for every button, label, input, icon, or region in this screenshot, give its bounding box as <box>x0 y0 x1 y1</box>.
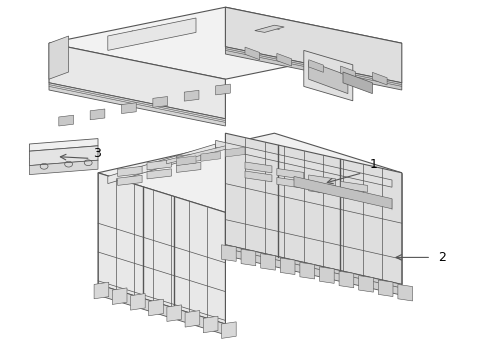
Polygon shape <box>245 162 272 173</box>
Polygon shape <box>167 146 225 164</box>
Polygon shape <box>378 280 393 297</box>
Text: 2: 2 <box>439 251 446 264</box>
Polygon shape <box>49 43 225 119</box>
Polygon shape <box>341 190 368 201</box>
Polygon shape <box>59 115 74 126</box>
Polygon shape <box>261 253 275 270</box>
Polygon shape <box>147 160 172 170</box>
Polygon shape <box>304 50 353 101</box>
Polygon shape <box>153 96 168 107</box>
Polygon shape <box>221 322 236 338</box>
Polygon shape <box>225 245 402 295</box>
Polygon shape <box>216 84 230 95</box>
Polygon shape <box>118 166 142 176</box>
Polygon shape <box>130 293 145 310</box>
Polygon shape <box>300 262 315 279</box>
Polygon shape <box>225 147 245 157</box>
Polygon shape <box>221 245 236 261</box>
Polygon shape <box>319 267 334 283</box>
Polygon shape <box>201 152 220 161</box>
Polygon shape <box>29 160 98 175</box>
Polygon shape <box>98 133 402 212</box>
Polygon shape <box>90 109 105 120</box>
Polygon shape <box>255 25 284 32</box>
Polygon shape <box>245 47 260 60</box>
Text: 1: 1 <box>370 158 378 171</box>
Polygon shape <box>280 258 295 275</box>
Polygon shape <box>359 276 373 292</box>
Polygon shape <box>108 18 196 50</box>
Polygon shape <box>98 284 225 335</box>
Polygon shape <box>277 177 304 188</box>
Polygon shape <box>108 144 216 184</box>
Polygon shape <box>216 140 392 187</box>
Polygon shape <box>309 60 323 72</box>
Polygon shape <box>372 72 387 85</box>
Polygon shape <box>341 181 368 192</box>
Polygon shape <box>309 184 336 195</box>
Polygon shape <box>112 288 127 305</box>
Text: 3: 3 <box>93 147 101 160</box>
Polygon shape <box>49 7 402 79</box>
Polygon shape <box>343 72 372 94</box>
Polygon shape <box>94 282 109 299</box>
Polygon shape <box>147 169 172 179</box>
Polygon shape <box>225 133 402 284</box>
Polygon shape <box>225 7 402 83</box>
Polygon shape <box>309 61 348 94</box>
Polygon shape <box>203 316 218 333</box>
Polygon shape <box>225 47 402 90</box>
Polygon shape <box>241 249 256 266</box>
Polygon shape <box>176 162 201 172</box>
Polygon shape <box>339 271 354 288</box>
Polygon shape <box>98 173 225 324</box>
Polygon shape <box>167 305 182 321</box>
Polygon shape <box>148 299 163 316</box>
Polygon shape <box>184 90 199 101</box>
Polygon shape <box>309 175 336 186</box>
Polygon shape <box>176 153 201 163</box>
Polygon shape <box>398 284 413 301</box>
Polygon shape <box>277 168 304 179</box>
Polygon shape <box>176 156 196 166</box>
Polygon shape <box>49 36 69 79</box>
Polygon shape <box>294 176 392 209</box>
Polygon shape <box>122 103 136 113</box>
Polygon shape <box>185 311 200 327</box>
Polygon shape <box>277 53 292 66</box>
Polygon shape <box>29 146 98 166</box>
Polygon shape <box>29 139 98 151</box>
Polygon shape <box>49 83 225 126</box>
Polygon shape <box>118 175 142 185</box>
Polygon shape <box>245 171 272 182</box>
Polygon shape <box>341 66 355 78</box>
